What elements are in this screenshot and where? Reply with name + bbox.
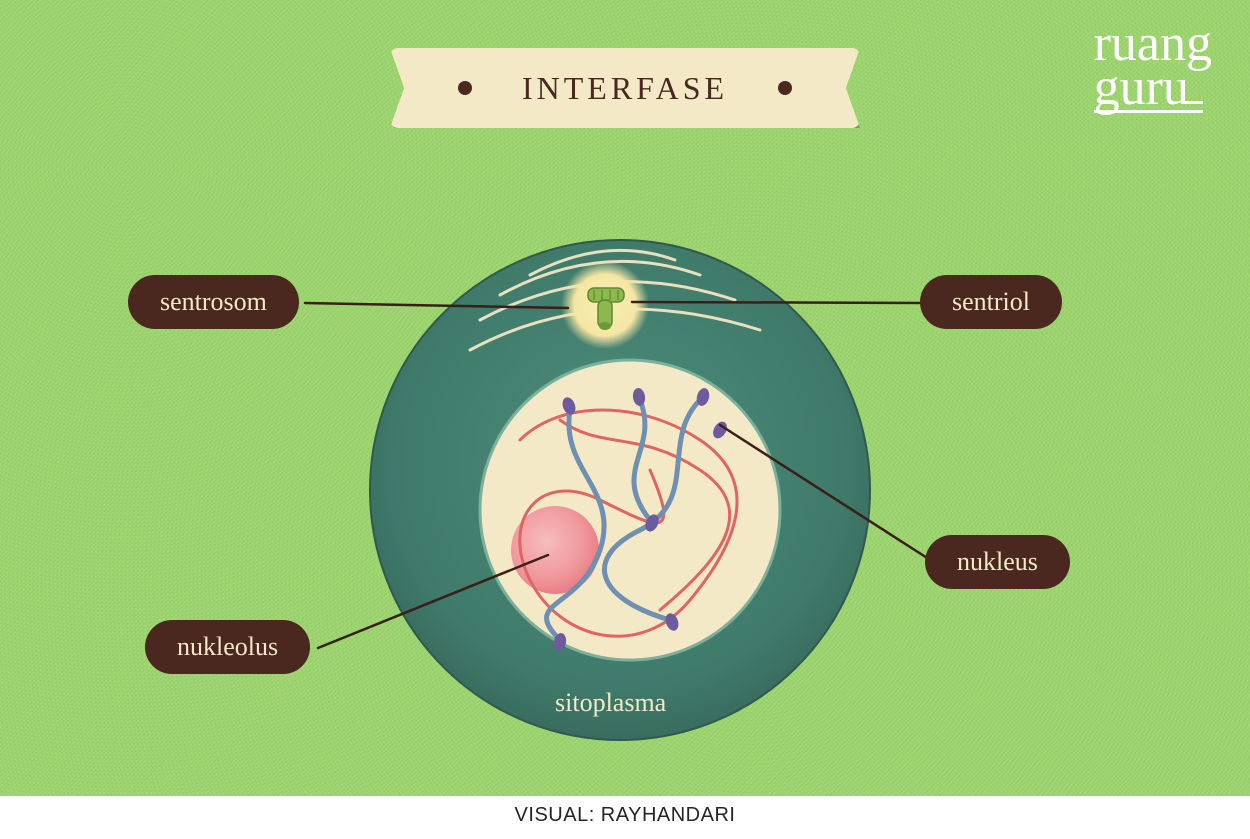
label-nukleus: nukleus [925, 535, 1070, 589]
label-sitoplasma: sitoplasma [555, 688, 666, 718]
line-sentriol [632, 302, 930, 303]
footer-credit: VISUAL: RAYHANDARI [0, 796, 1250, 834]
footer-text: VISUAL: RAYHANDARI [515, 804, 736, 827]
line-nukleus [720, 425, 935, 563]
line-sentrosom [305, 303, 568, 308]
label-nukleolus: nukleolus [145, 620, 310, 674]
line-nukleolus [318, 555, 548, 648]
label-sentrosom: sentrosom [128, 275, 299, 329]
diagram-stage: sentrosom sentriol nukleus nukleolus sit… [0, 0, 1250, 834]
label-sentriol: sentriol [920, 275, 1062, 329]
